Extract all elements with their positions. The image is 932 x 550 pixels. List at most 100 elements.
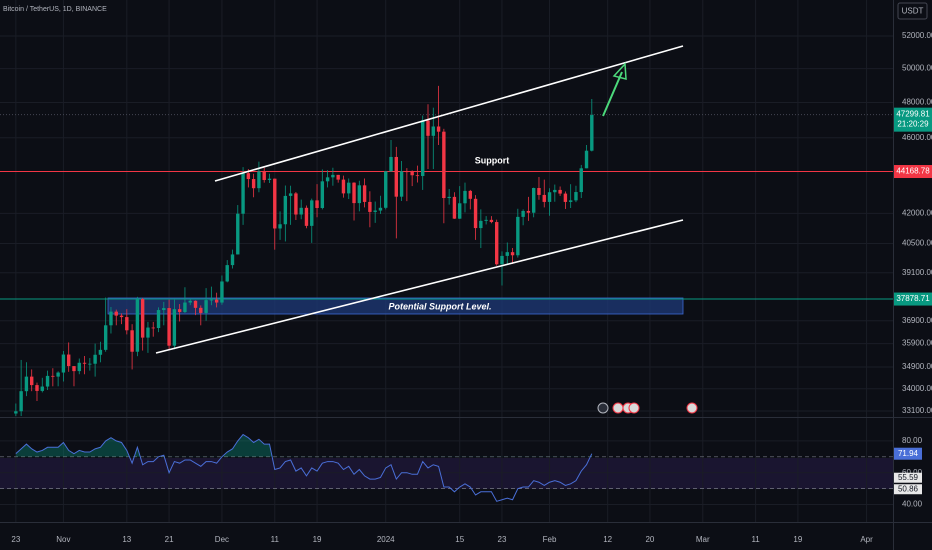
candle-body xyxy=(331,174,335,178)
y-tick-label: 34900.00 xyxy=(902,362,932,371)
candle-body xyxy=(114,311,118,316)
candle-body xyxy=(236,213,240,255)
candle-body xyxy=(553,189,557,193)
rsi-tick-label: 40.00 xyxy=(902,500,923,509)
candle-body xyxy=(563,193,568,202)
rsi-marker-tag xyxy=(894,472,922,483)
candle-body xyxy=(584,150,589,169)
candle-body xyxy=(283,195,288,225)
channel-lower xyxy=(155,219,684,354)
support-zone xyxy=(107,297,684,315)
candle-body xyxy=(273,178,277,229)
candle-body xyxy=(531,188,536,213)
x-tick-label: 11 xyxy=(751,535,760,544)
candle-body xyxy=(267,178,272,180)
candle-body xyxy=(24,376,29,392)
candle-body xyxy=(442,131,446,199)
candle-body xyxy=(505,252,509,256)
candle-body xyxy=(436,126,441,132)
candle-body xyxy=(405,171,409,173)
candle-body xyxy=(299,207,303,215)
event-icon[interactable] xyxy=(612,402,624,414)
candle-body xyxy=(452,196,457,219)
x-tick-label: 15 xyxy=(455,535,464,544)
candle-body xyxy=(45,375,50,387)
candle-body xyxy=(352,182,356,204)
currency-button[interactable] xyxy=(897,2,928,20)
y-tick-label: 35900.00 xyxy=(902,339,932,348)
arrow-head xyxy=(612,62,627,80)
candle-body xyxy=(568,200,573,202)
y-tick-label: 46000.00 xyxy=(902,133,932,142)
chart-title: Bitcoin / TetherUS, 1D, BINANCE xyxy=(3,6,107,13)
event-icon[interactable] xyxy=(628,402,640,414)
y-tick-label: 39100.00 xyxy=(902,268,932,277)
candle-body xyxy=(320,181,325,208)
zone-label: Potential Support Level. xyxy=(388,301,491,311)
rsi-marker-label: 50.86 xyxy=(898,484,919,493)
candle-body xyxy=(51,375,55,377)
candle-body xyxy=(183,302,187,313)
candle-body xyxy=(82,362,87,364)
candle-body xyxy=(304,207,309,226)
event-icon[interactable] xyxy=(686,402,698,414)
level-tag xyxy=(894,292,932,306)
candle-body xyxy=(410,171,414,176)
candle-body xyxy=(188,300,192,303)
candle-body xyxy=(61,354,66,373)
candle-body xyxy=(542,194,546,202)
candle-body xyxy=(526,210,531,213)
x-tick-label: 2024 xyxy=(377,535,395,544)
candle-body xyxy=(394,156,399,197)
countdown: 21:20:29 xyxy=(897,119,929,128)
candle-body xyxy=(510,252,515,256)
event-icon[interactable] xyxy=(597,402,609,414)
candle-body xyxy=(384,171,388,208)
candle-body xyxy=(347,182,351,194)
candle-body xyxy=(278,224,282,229)
candle-body xyxy=(56,372,60,377)
candle-body xyxy=(325,177,330,182)
candle-body xyxy=(66,354,71,367)
candle-body xyxy=(516,216,520,256)
candle-body xyxy=(151,327,155,329)
candle-body xyxy=(156,310,161,329)
level-label: 37878.71 xyxy=(896,294,930,303)
candle-body xyxy=(193,300,198,308)
x-tick-label: Feb xyxy=(543,535,557,544)
x-tick-label: Apr xyxy=(860,535,873,544)
rsi-value-label: 71.94 xyxy=(898,449,919,458)
candle-body xyxy=(558,189,562,194)
arrow-shaft xyxy=(602,71,623,117)
candle-body xyxy=(88,363,92,365)
rsi-tick-label: 60.00 xyxy=(902,468,923,477)
last-price-label: 47299.81 xyxy=(896,109,930,118)
last-price-tag xyxy=(894,107,932,132)
overlay: 33100.00 34000.00 34900.00 35900.00 36900.00… xyxy=(11,31,932,544)
x-tick-label: 20 xyxy=(645,535,654,544)
candle-body xyxy=(579,168,583,193)
candle-body xyxy=(19,391,23,412)
candle-body xyxy=(199,307,203,313)
candle-body xyxy=(315,200,319,208)
candle-body xyxy=(135,299,140,352)
candle-body xyxy=(484,219,488,221)
rsi-marker-tag xyxy=(894,484,922,495)
x-tick-label: Nov xyxy=(56,535,70,544)
candle-body xyxy=(378,207,383,211)
currency: USDT xyxy=(902,7,924,16)
candle-body xyxy=(458,203,462,219)
candle-body xyxy=(447,196,451,199)
candle-body xyxy=(257,171,261,189)
candle-body xyxy=(172,309,177,346)
candle-body xyxy=(310,200,314,226)
y-tick-label: 52000.00 xyxy=(902,31,932,40)
candle-body xyxy=(98,349,103,355)
candle-body xyxy=(494,222,499,265)
candle-body xyxy=(125,317,129,331)
candle-body xyxy=(246,173,251,180)
candle-body xyxy=(14,411,18,414)
y-tick-label: 36900.00 xyxy=(902,316,932,325)
candle-body xyxy=(500,255,504,265)
candle-body xyxy=(362,185,367,202)
